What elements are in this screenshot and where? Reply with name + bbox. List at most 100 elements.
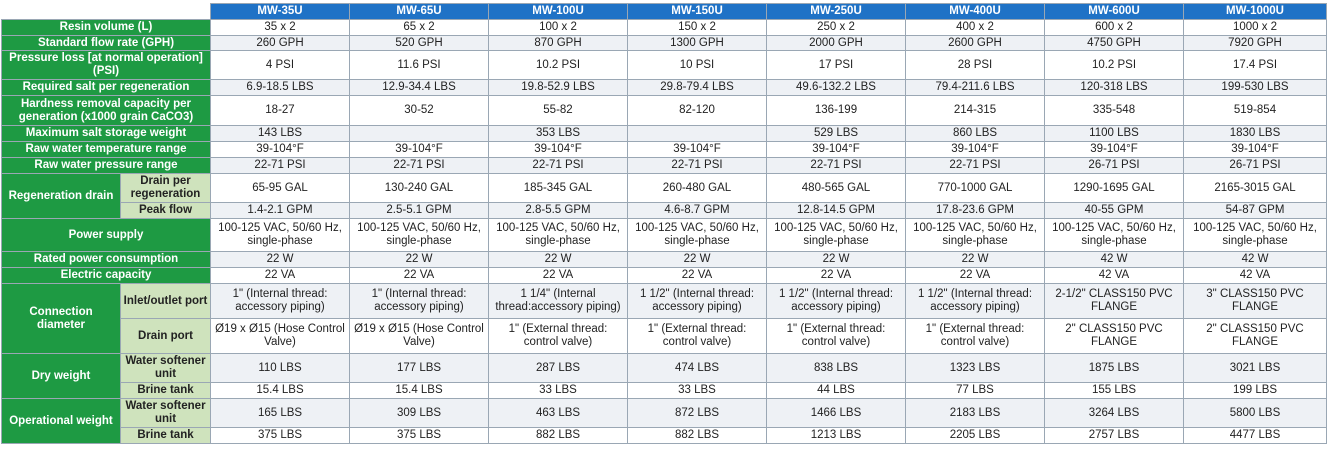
value-cell: 100-125 VAC, 50/60 Hz, single-phase xyxy=(210,218,350,252)
sub-label: Water softener unit xyxy=(120,353,211,383)
value-cell: 35 x 2 xyxy=(210,19,350,36)
row-inlet-outlet-port: Connection diameter Inlet/outlet port 1"… xyxy=(1,283,1327,354)
model-header: MW-35U xyxy=(210,3,350,20)
value-cell: 860 LBS xyxy=(905,125,1045,142)
value-cell: 22-71 PSI xyxy=(210,157,350,174)
value-cell: 214-315 xyxy=(905,95,1045,126)
value-cell: 1" (Internal thread: accessory piping) xyxy=(210,283,350,319)
value-cell: 100-125 VAC, 50/60 Hz, single-phase xyxy=(627,218,767,252)
row-pressure-range: Raw water pressure range 22-71 PSI 22-71… xyxy=(1,157,1327,174)
row-label: Raw water pressure range xyxy=(1,157,211,174)
value-cell: 100-125 VAC, 50/60 Hz, single-phase xyxy=(766,218,906,252)
row-label: Pressure loss [at normal operation] (PSI… xyxy=(1,50,211,80)
value-cell: 120-318 LBS xyxy=(1044,79,1184,96)
value-cell: 770-1000 GAL xyxy=(905,173,1045,203)
sub-label: Brine tank xyxy=(120,427,211,444)
group-label: Connection diameter xyxy=(1,283,121,354)
header-row: MW-35U MW-65U MW-100U MW-150U MW-250U MW… xyxy=(1,3,1327,20)
value-cell: 22-71 PSI xyxy=(905,157,1045,174)
model-header: MW-400U xyxy=(905,3,1045,20)
value-cell: 1" (External thread: control valve) xyxy=(627,318,767,354)
value-cell: 250 x 2 xyxy=(766,19,906,36)
value-cell: 400 x 2 xyxy=(905,19,1045,36)
value-cell: 260-480 GAL xyxy=(627,173,767,203)
value-cell: 4477 LBS xyxy=(1183,427,1327,444)
value-cell: 19.8-52.9 LBS xyxy=(488,79,628,96)
value-cell: 1000 x 2 xyxy=(1183,19,1327,36)
value-cell: 79.4-211.6 LBS xyxy=(905,79,1045,96)
value-cell: 2" CLASS150 PVC FLANGE xyxy=(1183,318,1327,354)
value-cell: 26-71 PSI xyxy=(1183,157,1327,174)
value-cell: 65-95 GAL xyxy=(210,173,350,203)
value-cell: 375 LBS xyxy=(349,427,489,444)
value-cell xyxy=(627,125,767,142)
value-cell: 185-345 GAL xyxy=(488,173,628,203)
value-cell: 2" CLASS150 PVC FLANGE xyxy=(1044,318,1184,354)
value-cell: 30-52 xyxy=(349,95,489,126)
value-cell: 42 W xyxy=(1183,251,1327,268)
row-label: Power supply xyxy=(1,218,211,252)
value-cell: 29.8-79.4 LBS xyxy=(627,79,767,96)
value-cell: 7920 GPH xyxy=(1183,35,1327,51)
row-hardness-capacity: Hardness removal capacity per generation… xyxy=(1,95,1327,126)
value-cell: 39-104°F xyxy=(349,141,489,158)
value-cell xyxy=(349,125,489,142)
value-cell: 838 LBS xyxy=(766,353,906,383)
value-cell: Ø19 x Ø15 (Hose Control Valve) xyxy=(210,318,350,354)
value-cell: 474 LBS xyxy=(627,353,767,383)
value-cell: 882 LBS xyxy=(627,427,767,444)
value-cell: 165 LBS xyxy=(210,398,350,428)
value-cell: 5800 LBS xyxy=(1183,398,1327,428)
model-header: MW-65U xyxy=(349,3,489,20)
value-cell: 6.9-18.5 LBS xyxy=(210,79,350,96)
value-cell: 11.6 PSI xyxy=(349,50,489,80)
value-cell: 375 LBS xyxy=(210,427,350,444)
value-cell: 1 1/2" (Internal thread: accessory pipin… xyxy=(766,283,906,319)
value-cell: 2165-3015 GAL xyxy=(1183,173,1327,203)
value-cell: 2183 LBS xyxy=(905,398,1045,428)
sub-label: Peak flow xyxy=(120,202,211,219)
value-cell: 12.9-34.4 LBS xyxy=(349,79,489,96)
row-label: Rated power consumption xyxy=(1,251,211,268)
value-cell: 1323 LBS xyxy=(905,353,1045,383)
value-cell: 110 LBS xyxy=(210,353,350,383)
row-flow-rate: Standard flow rate (GPH) 260 GPH 520 GPH… xyxy=(1,35,1327,51)
value-cell: 143 LBS xyxy=(210,125,350,142)
value-cell: 22 W xyxy=(905,251,1045,268)
value-cell: 130-240 GAL xyxy=(349,173,489,203)
sub-label: Water softener unit xyxy=(120,398,211,428)
value-cell: 2205 LBS xyxy=(905,427,1045,444)
value-cell: 1" (Internal thread: accessory piping) xyxy=(349,283,489,319)
value-cell: 22 W xyxy=(627,251,767,268)
value-cell: 49.6-132.2 LBS xyxy=(766,79,906,96)
row-label: Raw water temperature range xyxy=(1,141,211,158)
value-cell: 55-82 xyxy=(488,95,628,126)
row-dry-softener: Dry weight Water softener unit 110 LBS 1… xyxy=(1,353,1327,399)
row-label: Standard flow rate (GPH) xyxy=(1,35,211,51)
value-cell: 54-87 GPM xyxy=(1183,202,1327,219)
row-rated-power: Rated power consumption 22 W 22 W 22 W 2… xyxy=(1,251,1327,268)
value-cell: 309 LBS xyxy=(349,398,489,428)
value-cell: 39-104°F xyxy=(905,141,1045,158)
sub-label: Brine tank xyxy=(120,382,211,399)
value-cell: 33 LBS xyxy=(488,382,628,399)
model-header: MW-1000U xyxy=(1183,3,1327,20)
value-cell: 155 LBS xyxy=(1044,382,1184,399)
value-cell: 4.6-8.7 GPM xyxy=(627,202,767,219)
value-cell: 287 LBS xyxy=(488,353,628,383)
value-cell: 100-125 VAC, 50/60 Hz, single-phase xyxy=(905,218,1045,252)
row-salt-storage: Maximum salt storage weight 143 LBS 353 … xyxy=(1,125,1327,142)
value-cell: 1213 LBS xyxy=(766,427,906,444)
model-header: MW-150U xyxy=(627,3,767,20)
row-power-supply: Power supply 100-125 VAC, 50/60 Hz, sing… xyxy=(1,218,1327,252)
value-cell: 44 LBS xyxy=(766,382,906,399)
row-label: Required salt per regeneration xyxy=(1,79,211,96)
row-peak-flow: Peak flow 1.4-2.1 GPM 2.5-5.1 GPM 2.8-5.… xyxy=(2,202,1327,219)
value-cell: 15.4 LBS xyxy=(349,382,489,399)
value-cell: 600 x 2 xyxy=(1044,19,1184,36)
value-cell: 42 VA xyxy=(1044,267,1184,284)
value-cell: 1290-1695 GAL xyxy=(1044,173,1184,203)
model-header: MW-600U xyxy=(1044,3,1184,20)
value-cell: 1100 LBS xyxy=(1044,125,1184,142)
group-label: Dry weight xyxy=(1,353,121,399)
